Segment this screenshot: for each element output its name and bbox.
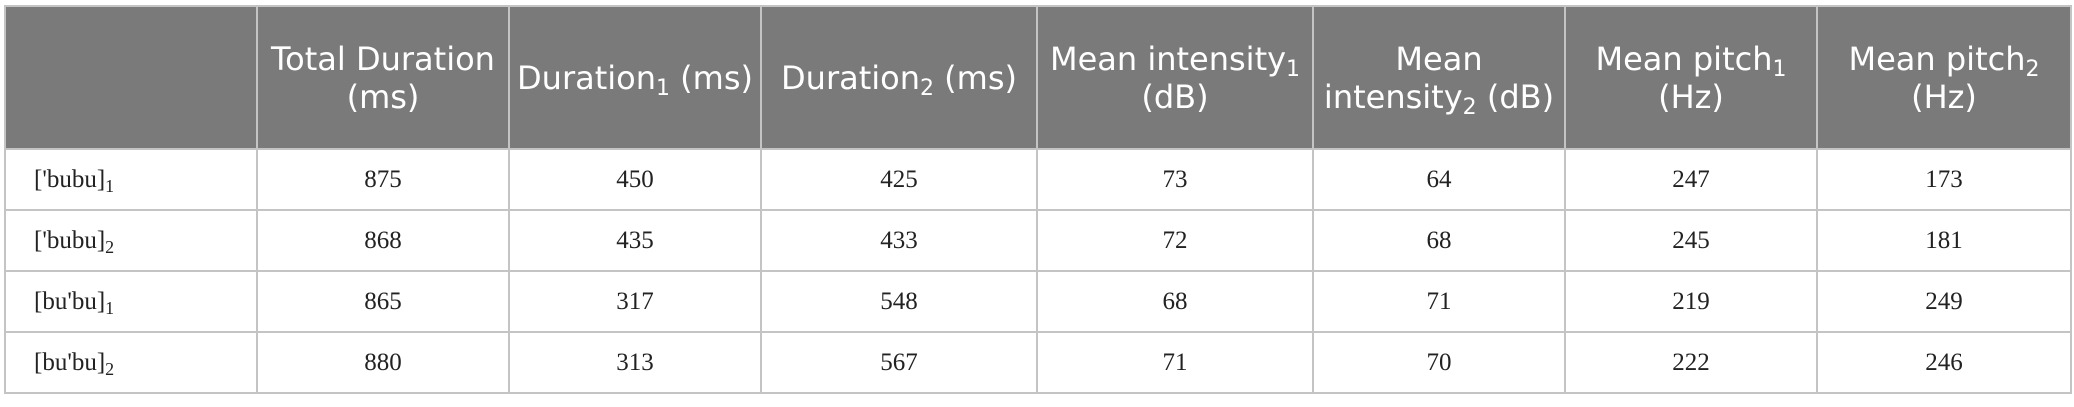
- cell-mean-intensity-2: 70: [1312, 331, 1566, 394]
- cell-duration-1: 313: [508, 331, 762, 394]
- cell-mean-intensity-2: 64: [1312, 148, 1566, 211]
- cell-mean-intensity-1: 71: [1036, 331, 1314, 394]
- header-total-duration: Total Duration (ms): [256, 5, 510, 150]
- header-duration-2: Duration2 (ms): [760, 5, 1038, 150]
- cell-mean-pitch-2: 181: [1816, 209, 2072, 272]
- cell-mean-pitch-2: 246: [1816, 331, 2072, 394]
- header-empty: [4, 5, 258, 150]
- row-label: [bu'bu]2: [4, 331, 258, 394]
- cell-mean-pitch-1: 219: [1564, 270, 1818, 333]
- data-table-container: Total Duration (ms) Duration1 (ms) Durat…: [4, 5, 2072, 402]
- header-mean-intensity-2: Mean intensity2 (dB): [1312, 5, 1566, 150]
- cell-mean-intensity-1: 72: [1036, 209, 1314, 272]
- cell-mean-pitch-1: 245: [1564, 209, 1818, 272]
- table-row: ['bubu]1 875 450 425 73 64 247 173: [4, 148, 2072, 211]
- cell-mean-intensity-2: 68: [1312, 209, 1566, 272]
- cell-mean-pitch-1: 247: [1564, 148, 1818, 211]
- cell-total-duration: 868: [256, 209, 510, 272]
- row-label: ['bubu]2: [4, 209, 258, 272]
- cell-mean-intensity-1: 73: [1036, 148, 1314, 211]
- cell-total-duration: 865: [256, 270, 510, 333]
- cell-duration-1: 317: [508, 270, 762, 333]
- cell-duration-1: 435: [508, 209, 762, 272]
- cell-duration-2: 425: [760, 148, 1038, 211]
- cell-total-duration: 875: [256, 148, 510, 211]
- cell-duration-1: 450: [508, 148, 762, 211]
- header-duration-1: Duration1 (ms): [508, 5, 762, 150]
- cell-mean-pitch-2: 249: [1816, 270, 2072, 333]
- data-table: Total Duration (ms) Duration1 (ms) Durat…: [4, 5, 2072, 394]
- row-label: [bu'bu]1: [4, 270, 258, 333]
- cell-duration-2: 548: [760, 270, 1038, 333]
- cell-mean-intensity-2: 71: [1312, 270, 1566, 333]
- cell-duration-2: 433: [760, 209, 1038, 272]
- header-mean-pitch-1: Mean pitch1 (Hz): [1564, 5, 1818, 150]
- cell-total-duration: 880: [256, 331, 510, 394]
- cell-duration-2: 567: [760, 331, 1038, 394]
- cell-mean-pitch-2: 173: [1816, 148, 2072, 211]
- cell-mean-pitch-1: 222: [1564, 331, 1818, 394]
- header-row: Total Duration (ms) Duration1 (ms) Durat…: [4, 5, 2072, 150]
- header-mean-intensity-1: Mean intensity1 (dB): [1036, 5, 1314, 150]
- cell-mean-intensity-1: 68: [1036, 270, 1314, 333]
- table-row: ['bubu]2 868 435 433 72 68 245 181: [4, 209, 2072, 272]
- row-label: ['bubu]1: [4, 148, 258, 211]
- table-row: [bu'bu]1 865 317 548 68 71 219 249: [4, 270, 2072, 333]
- table-row: [bu'bu]2 880 313 567 71 70 222 246: [4, 331, 2072, 394]
- header-mean-pitch-2: Mean pitch2 (Hz): [1816, 5, 2072, 150]
